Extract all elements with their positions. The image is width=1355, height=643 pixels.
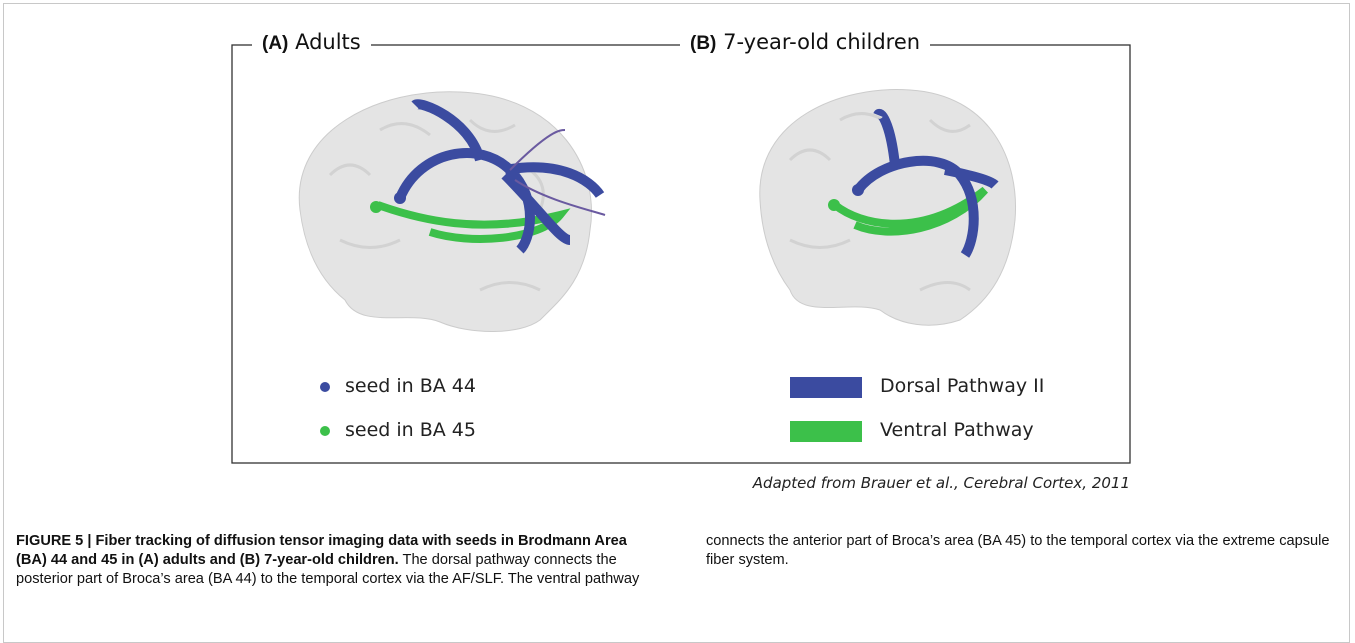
legend-text: seed in BA 45 [345, 419, 476, 441]
legend-dot [320, 426, 330, 436]
panel-name: 7-year-old children [723, 30, 920, 54]
legend-text: Ventral Pathway [880, 419, 1034, 441]
legend-dot [320, 382, 330, 392]
legend-swatch [790, 421, 862, 442]
panel-label: (B) [690, 33, 716, 54]
brain-child [760, 90, 1016, 326]
legend-text: Dorsal Pathway II [880, 375, 1044, 397]
caption: FIGURE 5 | Fiber tracking of diffusion t… [16, 532, 1336, 589]
page: (A) Adults (B) 7-year-old children seed … [0, 0, 1355, 608]
legend-text: seed in BA 44 [345, 375, 476, 397]
panel-label: (A) [262, 33, 288, 54]
figure-art [0, 0, 1355, 608]
panel-title: (A) Adults [252, 30, 371, 55]
panel-title: (B) 7-year-old children [680, 30, 930, 55]
credit: Adapted from Brauer et al., Cerebral Cor… [753, 474, 1130, 492]
brain-adult [299, 92, 605, 332]
panel-name: Adults [295, 30, 361, 54]
legend-swatch [790, 377, 862, 398]
